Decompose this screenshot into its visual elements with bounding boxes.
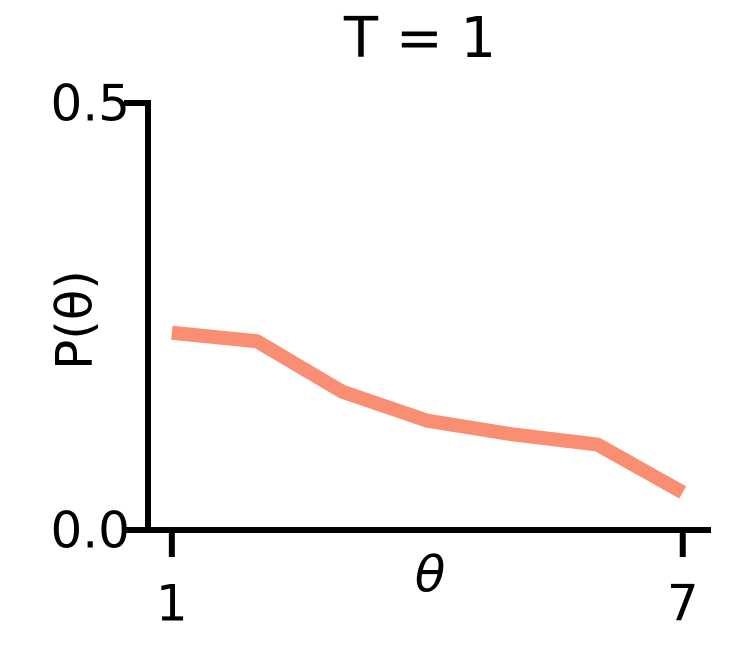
line xyxy=(171,325,687,499)
chart-title: T = 1 xyxy=(343,6,496,71)
y-tick-label: 0.5 xyxy=(50,75,130,133)
x-tick-label: 1 xyxy=(156,575,188,633)
y-tick-label: 0.0 xyxy=(50,502,130,560)
x-tick-label: 7 xyxy=(667,575,699,633)
y-axis-label: P(θ) xyxy=(46,270,104,370)
x-axis-label: θ xyxy=(415,546,446,604)
